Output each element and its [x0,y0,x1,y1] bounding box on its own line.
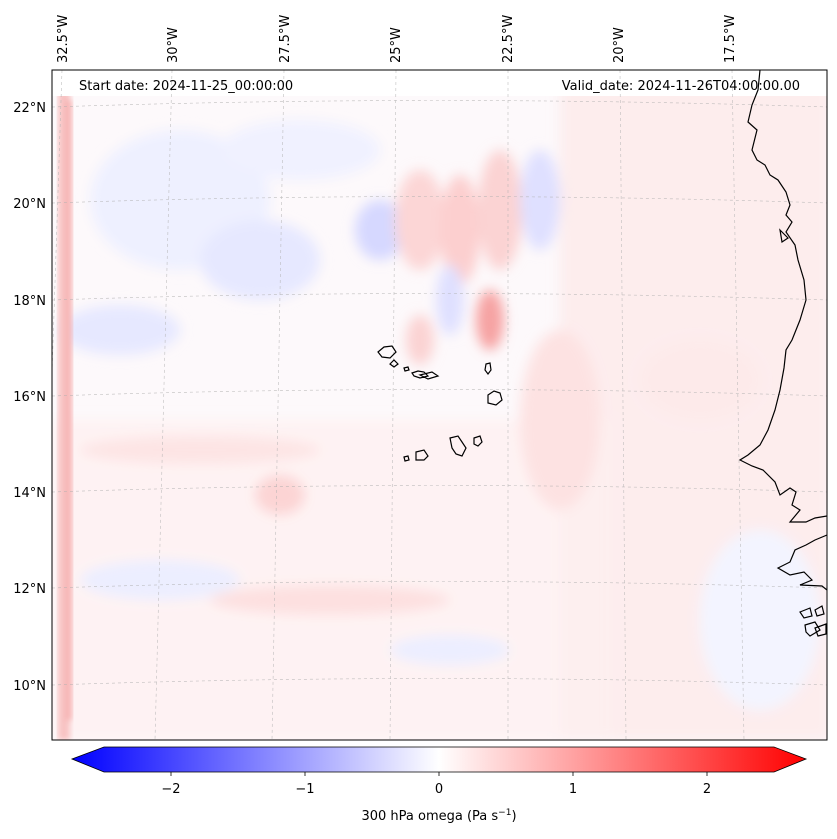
colorbar-body [70,746,808,773]
colorbar-title-main: 300 hPa omega (Pa s [361,809,498,824]
lat-label-10n: 10°N [13,679,46,694]
island-brava [403,455,410,462]
parallel-12n [52,581,827,589]
island-sal [484,362,492,375]
island-maio [473,435,483,447]
latitude-labels: 22°N 20°N 18°N 16°N 14°N 12°N 10°N [13,101,46,694]
africa-coastline [738,70,827,523]
longitude-labels: 32.5°W 30°W 27.5°W 25°W 22.5°W 20°W 17.5… [56,15,738,63]
lon-label-25w: 25°W [389,27,404,63]
start-date-label: Start date: 2024-11-25_00:00:00 [79,79,293,94]
meridian-30w [154,70,173,740]
valid-date-label: Valid_date: 2024-11-26T04:00:00.00 [562,79,800,94]
lat-label-22n: 22°N [13,101,46,116]
parallel-22n [52,100,827,108]
colorbar-tick-label-2: 2 [703,782,711,797]
guinea-bissau-islands [799,605,827,637]
lon-label-17-5w: 17.5°W [723,15,738,63]
senegal-gambia-coast [776,534,827,591]
colorbar: −2 −1 0 1 2 300 hPa omega (Pa s−1) [70,746,808,824]
colorbar-tick-label-1: 1 [569,782,577,797]
island-santiago [449,435,467,457]
graticule [52,70,827,740]
lat-label-16n: 16°N [13,390,46,405]
island-boa-vista [487,390,503,406]
parallel-10n [52,678,827,686]
omega-field [52,70,827,740]
lon-label-27-5w: 27.5°W [278,15,293,63]
lon-label-20w: 20°W [612,27,627,63]
island-santo-antao [377,345,397,359]
lon-label-32-5w: 32.5°W [56,15,71,63]
colorbar-title: 300 hPa omega (Pa s−1) [361,808,516,824]
parallel-16n [52,389,827,397]
lat-label-20n: 20°N [13,197,46,212]
left-edge-stripe [58,80,72,740]
colorbar-ticks [170,772,708,776]
island-fogo [415,449,429,461]
island-santa-luzia [403,366,410,372]
coast-small-inlet [779,228,789,244]
map-panel: Start date: 2024-11-25_00:00:00 Valid_da… [52,70,827,740]
meridian-17-5w [731,70,745,740]
meridian-27-5w [271,70,285,740]
colorbar-tick-label-neg1: −1 [295,782,314,797]
lat-label-14n: 14°N [13,486,46,501]
colorbar-title-exponent: −1 [498,808,511,818]
lat-label-18n: 18°N [13,294,46,309]
coastlines [377,70,827,637]
meridian-25w [389,70,397,740]
colorbar-tick-label-0: 0 [435,782,443,797]
meridian-20w [619,70,627,740]
colorbar-title-close: ) [511,809,516,824]
lon-label-22-5w: 22.5°W [501,15,516,63]
island-sao-vicente [389,359,399,368]
map-frame [51,69,828,741]
island-sao-nicolau [411,370,440,380]
lon-label-30w: 30°W [166,27,181,63]
colorbar-tick-label-neg2: −2 [161,782,180,797]
parallel-20n [52,196,827,204]
annotation-band [52,70,827,96]
parallel-14n [52,485,827,493]
lat-label-12n: 12°N [13,582,46,597]
parallel-18n [52,293,827,301]
